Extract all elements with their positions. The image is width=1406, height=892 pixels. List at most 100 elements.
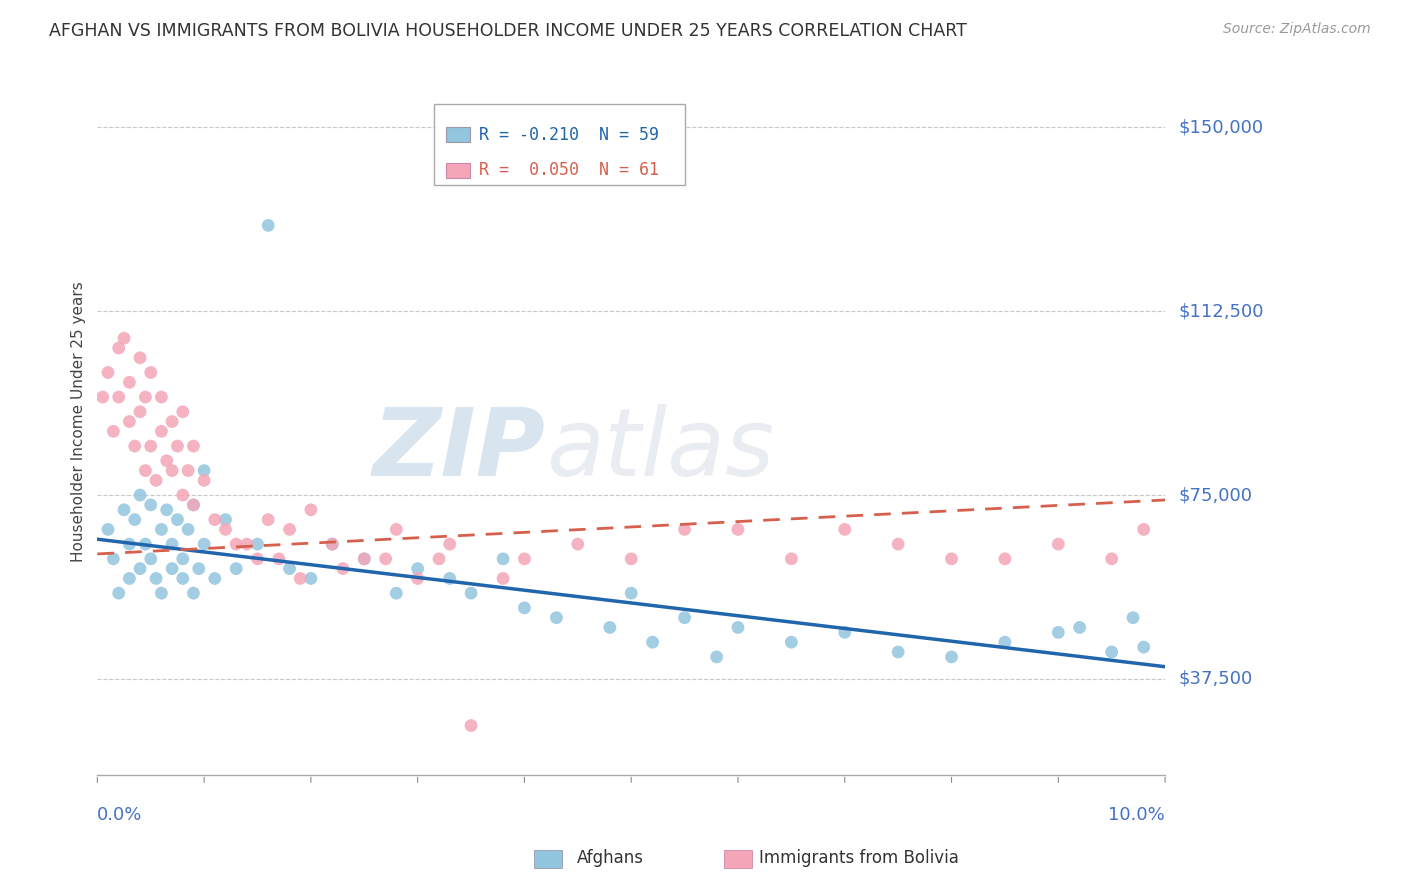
Text: AFGHAN VS IMMIGRANTS FROM BOLIVIA HOUSEHOLDER INCOME UNDER 25 YEARS CORRELATION : AFGHAN VS IMMIGRANTS FROM BOLIVIA HOUSEH… [49, 22, 967, 40]
Bar [447, 162, 470, 178]
Point [160, 415, 183, 429]
Point [353, 551, 375, 566]
Point [134, 390, 156, 404]
Text: Immigrants from Bolivia: Immigrants from Bolivia [759, 849, 959, 867]
Point [145, 571, 167, 585]
Text: Source: ZipAtlas.com: Source: ZipAtlas.com [1223, 22, 1371, 37]
Point [321, 537, 343, 551]
Point [673, 523, 696, 537]
Point [406, 571, 429, 585]
Point [599, 620, 621, 634]
Point [439, 571, 461, 585]
Point [156, 454, 179, 468]
Point [460, 586, 482, 600]
Point [385, 586, 408, 600]
Point [112, 331, 135, 345]
Point [103, 425, 125, 439]
Point [1122, 610, 1144, 624]
Point [321, 537, 343, 551]
Point [124, 439, 146, 453]
Point [193, 474, 215, 488]
Point [727, 523, 749, 537]
Point [492, 551, 515, 566]
Point [620, 551, 643, 566]
Text: R =  0.050  N = 61: R = 0.050 N = 61 [478, 161, 658, 179]
Point [118, 537, 141, 551]
Point [204, 571, 226, 585]
Point [150, 390, 173, 404]
Point [834, 523, 856, 537]
Point [780, 551, 803, 566]
Bar [447, 127, 470, 143]
Point [236, 537, 259, 551]
Point [214, 513, 236, 527]
Point [513, 600, 536, 615]
Point [129, 561, 152, 575]
Point [299, 571, 322, 585]
Point [160, 464, 183, 478]
Point [257, 513, 280, 527]
Point [887, 537, 910, 551]
Point [620, 586, 643, 600]
Point [673, 610, 696, 624]
Text: 0.0%: 0.0% [97, 806, 143, 824]
Point [160, 537, 183, 551]
Point [994, 635, 1017, 649]
Point [107, 586, 129, 600]
Point [1132, 640, 1154, 654]
Point [225, 561, 247, 575]
Point [460, 718, 482, 732]
Point [112, 503, 135, 517]
Point [160, 561, 183, 575]
Point [941, 649, 963, 664]
Point [118, 571, 141, 585]
Point [214, 523, 236, 537]
Point [278, 561, 301, 575]
Point [183, 498, 205, 512]
Point [91, 390, 114, 404]
Point [183, 586, 205, 600]
Point [567, 537, 589, 551]
Point [134, 464, 156, 478]
Text: R = -0.210  N = 59: R = -0.210 N = 59 [478, 126, 658, 144]
Point [134, 537, 156, 551]
Point [1069, 620, 1091, 634]
Text: $150,000: $150,000 [1180, 119, 1264, 136]
Point [246, 551, 269, 566]
Point [834, 625, 856, 640]
Point [193, 537, 215, 551]
Point [118, 415, 141, 429]
Point [139, 439, 162, 453]
Point [139, 551, 162, 566]
Point [183, 439, 205, 453]
Point [103, 551, 125, 566]
Point [290, 571, 312, 585]
Point [225, 537, 247, 551]
Point [172, 551, 194, 566]
Point [257, 219, 280, 233]
Point [439, 537, 461, 551]
Point [118, 376, 141, 390]
Point [706, 649, 728, 664]
Point [1047, 625, 1070, 640]
Point [172, 571, 194, 585]
Bar [534, 850, 562, 868]
Point [727, 620, 749, 634]
Point [246, 537, 269, 551]
Point [374, 551, 396, 566]
Point [641, 635, 664, 649]
Point [139, 498, 162, 512]
Point [97, 366, 120, 380]
Point [177, 523, 200, 537]
Text: $112,500: $112,500 [1180, 302, 1264, 320]
Point [166, 439, 188, 453]
Point [172, 405, 194, 419]
Text: 10.0%: 10.0% [1108, 806, 1166, 824]
Point [177, 464, 200, 478]
Point [150, 523, 173, 537]
Point [124, 513, 146, 527]
Point [513, 551, 536, 566]
Text: $37,500: $37,500 [1180, 670, 1253, 688]
Point [193, 464, 215, 478]
Point [187, 561, 209, 575]
